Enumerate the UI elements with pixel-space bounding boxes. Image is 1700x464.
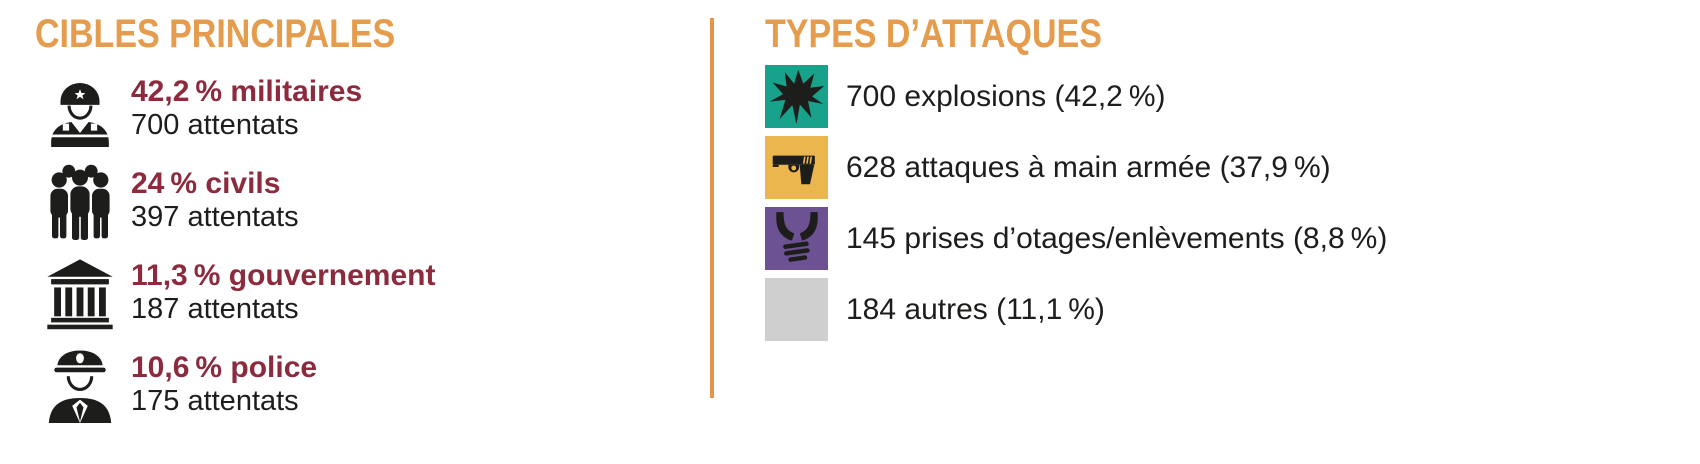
explosion-icon — [765, 65, 828, 128]
attack-types-list: 700 explosions (42,2 %) 628 attaques à m… — [765, 65, 1665, 341]
target-stat: 42,2 % militaires — [131, 74, 363, 108]
target-stat: 10,6 % police — [131, 350, 318, 384]
attack-label: 700 explosions (42,2 %) — [846, 79, 1166, 113]
others-swatch — [765, 278, 828, 341]
main-targets-list: 42,2 % militaires 700 attentats 24 % ci — [35, 65, 655, 426]
list-item: 24 % civils 397 attentats — [35, 157, 655, 242]
list-item: 700 explosions (42,2 %) — [765, 65, 1665, 128]
section-divider — [710, 18, 714, 398]
police-officer-icon — [35, 344, 125, 424]
target-count: 187 attentats — [131, 292, 299, 325]
handgun-icon — [765, 136, 828, 199]
attack-label: 184 autres (11,1 %) — [846, 292, 1105, 326]
list-item: 42,2 % militaires 700 attentats — [35, 65, 655, 150]
attack-types-title: TYPES D’ATTAQUES — [765, 12, 1102, 56]
main-targets-title: CIBLES PRINCIPALES — [35, 12, 396, 56]
target-count: 700 attentats — [131, 108, 299, 141]
target-count: 175 attentats — [131, 384, 299, 417]
list-item: 145 prises d’otages/enlèvements (8,8 %) — [765, 207, 1665, 270]
soldier-icon — [35, 68, 125, 148]
government-building-icon — [35, 252, 125, 332]
civilians-icon — [35, 160, 125, 240]
target-stat: 11,3 % gouvernement — [131, 258, 436, 292]
attack-types-section: TYPES D’ATTAQUES 700 explosions (42,2 %) — [765, 12, 1665, 341]
target-stat: 24 % civils — [131, 166, 281, 200]
list-item: 11,3 % gouvernement 187 attentats — [35, 249, 655, 334]
list-item: 10,6 % police 175 attentats — [35, 341, 655, 426]
bound-hands-icon — [765, 207, 828, 270]
list-item: 184 autres (11,1 %) — [765, 278, 1665, 341]
main-targets-section: CIBLES PRINCIPALES 42,2 % militaires 700… — [35, 12, 655, 426]
attack-label: 628 attaques à main armée (37,9 %) — [846, 150, 1331, 184]
attack-label: 145 prises d’otages/enlèvements (8,8 %) — [846, 221, 1388, 255]
target-count: 397 attentats — [131, 200, 299, 233]
list-item: 628 attaques à main armée (37,9 %) — [765, 136, 1665, 199]
